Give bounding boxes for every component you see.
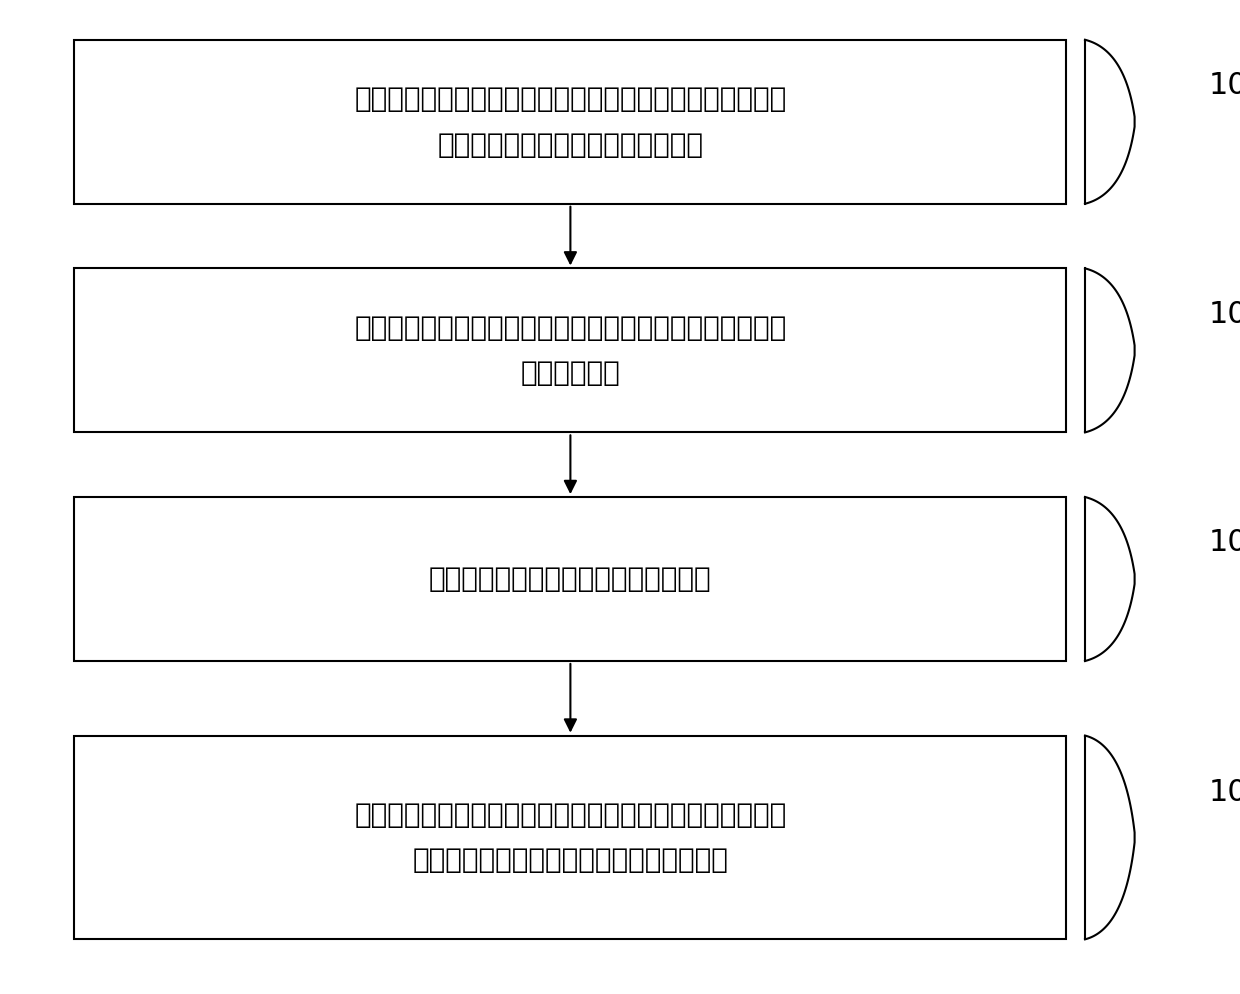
FancyBboxPatch shape <box>74 736 1066 939</box>
Text: 104: 104 <box>1209 778 1240 807</box>
FancyBboxPatch shape <box>74 40 1066 204</box>
FancyBboxPatch shape <box>74 268 1066 432</box>
Text: 102: 102 <box>1209 300 1240 329</box>
Text: 103: 103 <box>1209 529 1240 558</box>
FancyBboxPatch shape <box>74 497 1066 661</box>
Text: 通过蓝牙设备播放音频序列，音频序列包括多个音频信号且
相邻两个音频信号之间存在时间间隔: 通过蓝牙设备播放音频序列，音频序列包括多个音频信号且 相邻两个音频信号之间存在时… <box>355 84 786 159</box>
Text: 101: 101 <box>1209 72 1240 100</box>
Text: 根据音频序列中各个音频信号的播放时间与采集时间之间的
时间差，确定蓝牙设备播放音频的时间延迟: 根据音频序列中各个音频信号的播放时间与采集时间之间的 时间差，确定蓝牙设备播放音… <box>355 800 786 875</box>
Text: 在音频序列播放的过程中，控制终端设备中的音频录制设备
采集外部声音: 在音频序列播放的过程中，控制终端设备中的音频录制设备 采集外部声音 <box>355 313 786 388</box>
Text: 从采集到的外部声音中识别出音频序列: 从采集到的外部声音中识别出音频序列 <box>429 565 712 593</box>
